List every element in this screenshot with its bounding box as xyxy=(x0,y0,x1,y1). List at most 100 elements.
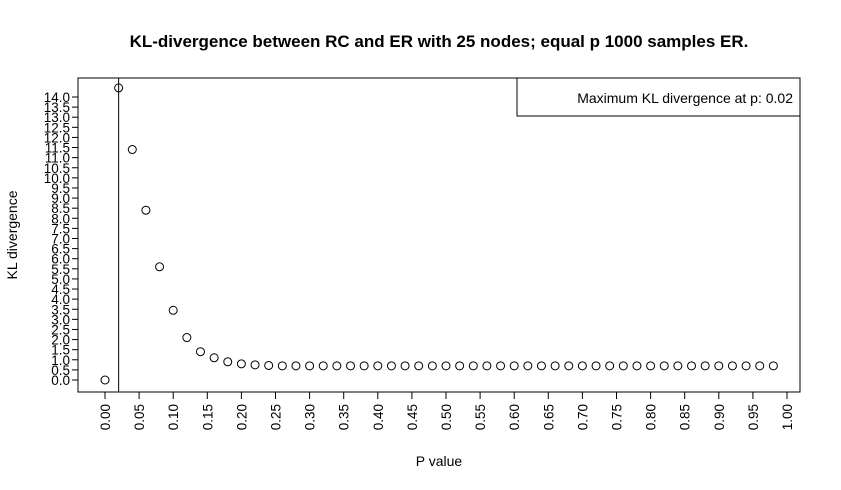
data-point xyxy=(591,361,601,371)
data-point xyxy=(141,205,151,215)
y-tick-label: 4.0 xyxy=(51,292,70,307)
y-tick-label: 9.5 xyxy=(51,181,70,196)
data-point xyxy=(182,333,192,343)
data-point xyxy=(318,361,328,371)
chart-title: KL-divergence between RC and ER with 25 … xyxy=(130,32,749,51)
data-point xyxy=(755,361,765,371)
y-tick-label: 12.0 xyxy=(44,130,70,145)
data-point xyxy=(768,361,778,371)
data-point xyxy=(359,361,369,371)
x-tick-label: 0.00 xyxy=(98,404,113,430)
data-point xyxy=(291,361,301,371)
x-tick-label: 0.90 xyxy=(712,404,727,430)
y-tick-label: 0.5 xyxy=(51,363,70,378)
legend-box xyxy=(516,77,801,117)
y-tick-label: 5.5 xyxy=(51,262,70,277)
y-tick-label: 3.0 xyxy=(51,312,70,327)
y-tick-label: 10.0 xyxy=(44,171,70,186)
y-tick-label: 2.5 xyxy=(51,322,70,337)
data-point xyxy=(400,361,410,371)
x-tick-label: 0.25 xyxy=(269,404,284,430)
data-point xyxy=(168,305,178,315)
y-tick-label: 0.0 xyxy=(51,373,70,388)
data-point xyxy=(332,361,342,371)
y-tick-label: 2.0 xyxy=(51,333,70,348)
data-point xyxy=(236,359,246,369)
y-tick-label: 13.5 xyxy=(44,100,70,115)
y-tick-label: 14.0 xyxy=(44,90,70,105)
y-tick-label: 1.0 xyxy=(51,353,70,368)
x-axis-label: P value xyxy=(416,453,463,469)
data-point xyxy=(700,361,710,371)
legend: Maximum KL divergence at p: 0.02 xyxy=(516,77,801,117)
data-point xyxy=(441,361,451,371)
x-tick-label: 0.85 xyxy=(678,404,693,430)
x-tick-label: 0.75 xyxy=(610,404,625,430)
x-tick-label: 0.40 xyxy=(371,404,386,430)
data-point xyxy=(509,361,519,371)
legend-text: Maximum KL divergence at p: 0.02 xyxy=(577,90,793,106)
data-point xyxy=(727,361,737,371)
y-tick-label: 7.5 xyxy=(51,221,70,236)
data-point xyxy=(577,361,587,371)
data-point xyxy=(468,361,478,371)
data-point xyxy=(114,83,124,93)
data-point xyxy=(550,361,560,371)
x-tick-label: 0.60 xyxy=(507,404,522,430)
data-point xyxy=(127,145,137,155)
x-axis: 0.00 0.05 0.10 0.15 0.20 0.25 0.30 0.35 0.40 0.45… xyxy=(98,391,795,430)
x-tick-label: 0.15 xyxy=(200,404,215,430)
x-tick-label: 0.70 xyxy=(575,404,590,430)
data-point xyxy=(155,262,165,272)
data-point xyxy=(100,375,110,385)
y-tick-label: 8.5 xyxy=(51,201,70,216)
data-point xyxy=(673,361,683,371)
y-tick-label: 8.0 xyxy=(51,211,70,226)
y-tick-label: 1.5 xyxy=(51,343,70,358)
data-point xyxy=(386,361,396,371)
y-tick-label: 6.5 xyxy=(51,242,70,257)
data-point xyxy=(496,361,506,371)
data-point xyxy=(346,361,356,371)
data-point xyxy=(427,361,437,371)
plot-box xyxy=(77,77,801,393)
data-point xyxy=(687,361,697,371)
y-tick-label: 10.5 xyxy=(44,161,70,176)
x-tick-label: 0.80 xyxy=(644,404,659,430)
y-axis: 0.00.51.01.52.02.53.03.54.04.55.05.56.06… xyxy=(44,90,79,388)
data-point xyxy=(195,347,205,357)
data-point xyxy=(414,361,424,371)
data-point xyxy=(564,361,574,371)
data-point xyxy=(646,361,656,371)
x-tick-label: 0.05 xyxy=(132,404,147,430)
x-tick-label: 1.00 xyxy=(780,404,795,430)
y-axis-label: KL divergence xyxy=(4,190,20,279)
x-tick-label: 0.30 xyxy=(303,404,318,430)
data-point xyxy=(223,357,233,367)
data-point xyxy=(605,361,615,371)
data-point xyxy=(305,361,315,371)
x-tick-label: 0.65 xyxy=(541,404,556,430)
data-point xyxy=(632,361,642,371)
data-point xyxy=(523,361,533,371)
y-tick-label: 7.0 xyxy=(51,232,70,247)
y-tick-label: 12.5 xyxy=(44,120,70,135)
y-tick-label: 11.5 xyxy=(45,141,70,156)
y-tick-label: 5.0 xyxy=(51,272,70,287)
data-point xyxy=(482,361,492,371)
y-tick-label: 13.0 xyxy=(44,110,70,125)
data-point xyxy=(536,361,546,371)
y-tick-label: 4.5 xyxy=(51,282,70,297)
x-tick-label: 0.50 xyxy=(439,404,454,430)
x-tick-label: 0.95 xyxy=(746,404,761,430)
data-point xyxy=(250,360,260,370)
data-point xyxy=(373,361,383,371)
data-point xyxy=(455,361,465,371)
y-tick-label: 6.0 xyxy=(51,252,70,267)
data-point xyxy=(264,360,274,370)
data-point xyxy=(209,353,219,363)
y-tick-label: 11.0 xyxy=(45,151,70,166)
x-tick-label: 0.45 xyxy=(405,404,420,430)
x-tick-label: 0.35 xyxy=(337,404,352,430)
